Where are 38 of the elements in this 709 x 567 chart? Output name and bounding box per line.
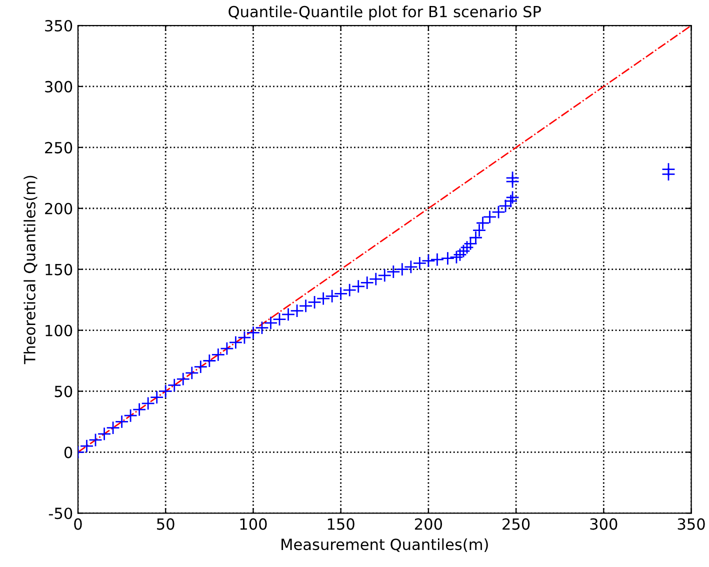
- point: [368, 272, 383, 286]
- y-axis-title: Theoretical Quantiles(m): [24, 176, 38, 364]
- point: [360, 276, 374, 290]
- point: [440, 251, 455, 266]
- y-tick-label: 150: [46, 264, 72, 276]
- y-tick-label: 350: [45, 20, 72, 32]
- chart-title: Quantile-Quantile plot for B1 scenario SP: [228, 6, 541, 20]
- point: [342, 283, 356, 297]
- point: [404, 260, 418, 274]
- y-tick-label: 0: [64, 446, 72, 458]
- point: [351, 279, 366, 294]
- point: [430, 252, 444, 266]
- point: [386, 264, 400, 279]
- x-tick-label: 100: [240, 518, 267, 530]
- point: [334, 286, 348, 301]
- point: [325, 289, 339, 304]
- x-tick-label: 300: [590, 518, 618, 530]
- point: [395, 262, 410, 276]
- point: [662, 162, 676, 176]
- x-tick-label: 250: [502, 518, 530, 530]
- point: [412, 256, 427, 270]
- y-tick-label: 250: [45, 142, 72, 154]
- point: [316, 292, 330, 306]
- x-tick-label: 200: [414, 518, 442, 530]
- y-tick-label: 100: [46, 324, 72, 336]
- y-tick-label: 50: [54, 386, 72, 398]
- x-tick-label: 50: [157, 518, 174, 530]
- x-tick-label: 0: [74, 518, 82, 530]
- point: [506, 170, 520, 185]
- y-tick-label: 300: [45, 80, 72, 92]
- x-tick-label: 350: [678, 518, 705, 530]
- x-tick-label: 150: [328, 518, 354, 530]
- point: [378, 268, 392, 282]
- y-tick-label: -50: [48, 508, 72, 520]
- point: [422, 254, 436, 268]
- x-axis-title: Measurement Quantiles(m): [282, 538, 488, 552]
- y-tick-label: 200: [45, 202, 72, 214]
- point: [308, 295, 322, 310]
